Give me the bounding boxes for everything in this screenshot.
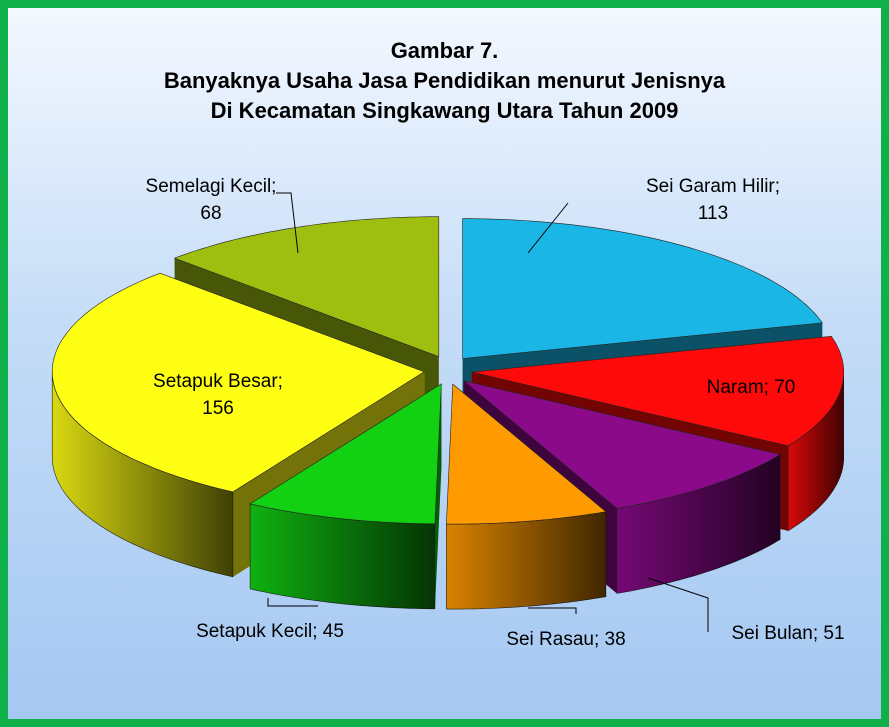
chart-title: Banyaknya Usaha Jasa Pendidikan menurut … (163, 68, 726, 93)
data-label: Sei Rasau; 38 (506, 629, 626, 650)
leader-line (528, 607, 577, 614)
data-label: Setapuk Besar; 156 (153, 371, 283, 419)
slice (51, 272, 425, 493)
data-label: Semelagi Kecil; 68 (145, 176, 277, 224)
chart-title: Di Kecamatan Singkawang Utara Tahun 2009 (210, 98, 679, 123)
slice (462, 218, 823, 359)
data-label: Sei Garam Hilir; 113 (645, 176, 781, 224)
data-label: Sei Bulan; 51 (731, 623, 845, 644)
slice (249, 383, 442, 525)
slice-shade (616, 454, 781, 594)
data-label: Naram; 70 (706, 377, 796, 398)
slice (463, 380, 781, 509)
chart-title: Gambar 7. (390, 38, 499, 63)
pie-area (51, 192, 844, 632)
slice (471, 335, 844, 447)
leader-line (647, 577, 709, 632)
slice (446, 383, 607, 525)
slice-shade (250, 503, 435, 609)
slice-shade (52, 371, 233, 577)
slice (173, 216, 440, 358)
leader-line (276, 192, 299, 254)
slice-shade (446, 511, 606, 610)
data-label: Setapuk Kecil; 45 (196, 621, 344, 642)
leader-line (267, 598, 318, 607)
leader-line (527, 202, 569, 254)
slice-shade (788, 372, 844, 531)
